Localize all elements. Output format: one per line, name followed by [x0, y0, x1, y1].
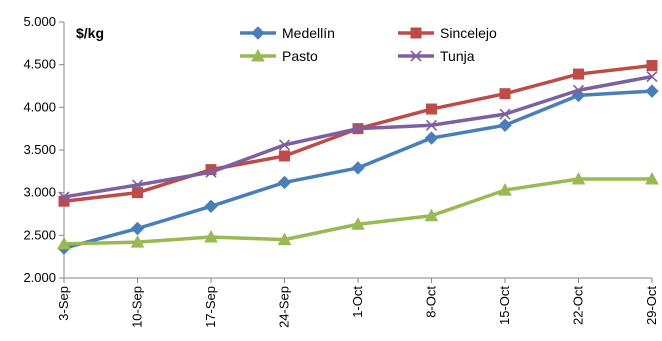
series-layer [57, 60, 659, 255]
series-line-tunja [63, 74, 653, 199]
series-pasto [57, 171, 659, 250]
data-point-medellin [204, 199, 218, 214]
x-tick-label: 10-Sep [130, 286, 145, 328]
x-tick-label: 3-Sep [56, 286, 71, 321]
series-tunja [58, 71, 658, 203]
x-tick-label: 1-Oct [350, 286, 365, 318]
data-point-pasto [204, 229, 218, 243]
data-point-sincelejo [499, 88, 511, 100]
data-point-medellin [645, 84, 659, 98]
data-point-tunja [205, 166, 217, 178]
legend-label-medellin: Medellín [282, 25, 335, 41]
data-point-pasto [498, 183, 512, 196]
data-point-pasto [424, 208, 439, 222]
legend-item-tunja: Tunja [398, 48, 475, 64]
x-tick-label: 17-Sep [203, 286, 218, 328]
data-point-tunja [646, 71, 658, 83]
data-point-tunja [131, 179, 144, 191]
data-point-pasto [351, 217, 365, 230]
data-point-sincelejo [426, 103, 437, 115]
legend-item-medellin: Medellín [240, 25, 335, 41]
legend-marker-pasto [251, 48, 265, 62]
unit-label: $/kg [76, 25, 104, 41]
x-tick-label: 22-Oct [571, 286, 586, 325]
legend-marker-tunja [410, 50, 422, 62]
legend-item-sincelejo: Sincelejo [398, 25, 497, 41]
data-point-tunja [58, 191, 70, 203]
legend-marker-medellin [251, 26, 265, 40]
data-point-sincelejo [132, 187, 143, 199]
x-tick-label: 24-Sep [277, 286, 292, 328]
legend-label-tunja: Tunja [440, 48, 475, 64]
data-point-pasto [130, 235, 145, 248]
x-tick-label: 29-Oct [644, 286, 659, 325]
data-point-medellin [424, 131, 439, 145]
data-point-tunja [352, 123, 364, 135]
x-axis: 3-Sep 10-Sep 17-Sep 24-Sep 1-Oct 8-Oct 15-Oct 2… [56, 277, 659, 328]
data-point-pasto [277, 232, 292, 246]
y-tick-label: 4.000 [23, 99, 56, 114]
y-tick-label: 5.000 [23, 14, 56, 29]
data-point-tunja [425, 119, 438, 131]
legend-item-pasto: Pasto [240, 48, 318, 64]
data-point-medellin [130, 221, 145, 236]
x-tick-label: 15-Oct [497, 286, 512, 325]
y-tick-label: 3.000 [23, 185, 56, 200]
data-point-medellin [351, 161, 365, 175]
data-point-tunja [572, 84, 585, 96]
data-point-sincelejo [646, 60, 658, 72]
y-tick-label: 2.000 [23, 270, 56, 285]
legend-label-pasto: Pasto [282, 48, 318, 64]
y-tick-label: 4.500 [23, 57, 56, 72]
data-point-medellin [277, 175, 292, 190]
legend-marker-sincelejo [410, 27, 422, 39]
data-point-pasto [57, 236, 71, 250]
data-point-tunja [499, 108, 511, 120]
data-point-pasto [645, 171, 659, 185]
y-tick-label: 2.500 [23, 227, 56, 242]
data-point-medellin [498, 118, 512, 132]
y-axis: 2.000 2.500 3.000 3.500 4.000 4.500 5.000 [23, 14, 65, 285]
series-medellin [57, 84, 659, 255]
data-point-pasto [571, 171, 586, 185]
y-tick-label: 3.500 [23, 142, 56, 157]
x-tick-label: 8-Oct [424, 286, 439, 318]
data-point-sincelejo [279, 150, 290, 162]
data-point-tunja [278, 139, 291, 151]
legend-label-sincelejo: Sincelejo [440, 25, 497, 41]
data-point-sincelejo [573, 68, 584, 80]
legend: Medellín Sincelejo Pasto Tunja [240, 25, 497, 64]
